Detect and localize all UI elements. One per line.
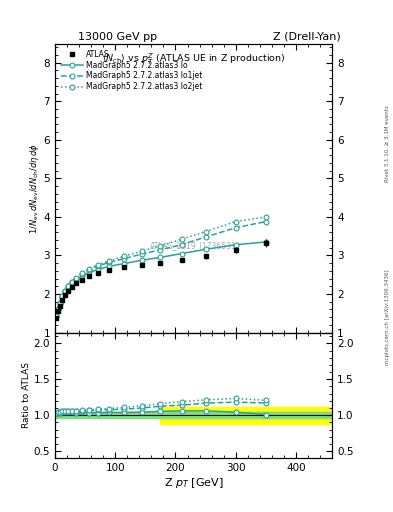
Text: 13000 GeV pp: 13000 GeV pp bbox=[78, 32, 158, 42]
X-axis label: Z $p_T$ [GeV]: Z $p_T$ [GeV] bbox=[164, 476, 223, 490]
Y-axis label: $1/N_{\rm ev}\,dN_{\rm ev}/dN_{\rm ch}/d\eta\,d\phi$: $1/N_{\rm ev}\,dN_{\rm ev}/dN_{\rm ch}/d… bbox=[28, 142, 41, 233]
Legend: ATLAS, MadGraph5 2.7.2.atlas3 lo, MadGraph5 2.7.2.atlas3 lo1jet, MadGraph5 2.7.2: ATLAS, MadGraph5 2.7.2.atlas3 lo, MadGra… bbox=[59, 47, 204, 94]
Text: mcplots.cern.ch [arXiv:1306.3436]: mcplots.cern.ch [arXiv:1306.3436] bbox=[385, 270, 389, 365]
Y-axis label: Ratio to ATLAS: Ratio to ATLAS bbox=[22, 362, 31, 429]
Text: Z (Drell-Yan): Z (Drell-Yan) bbox=[273, 32, 340, 42]
Text: $\langle N_{\rm ch}\rangle$ vs $p_T^Z$ (ATLAS UE in Z production): $\langle N_{\rm ch}\rangle$ vs $p_T^Z$ (… bbox=[102, 52, 285, 68]
Text: Rivet 3.1.10, ≥ 3.1M events: Rivet 3.1.10, ≥ 3.1M events bbox=[385, 105, 389, 182]
Text: ATLAS_2019_I1736531: ATLAS_2019_I1736531 bbox=[150, 241, 237, 250]
